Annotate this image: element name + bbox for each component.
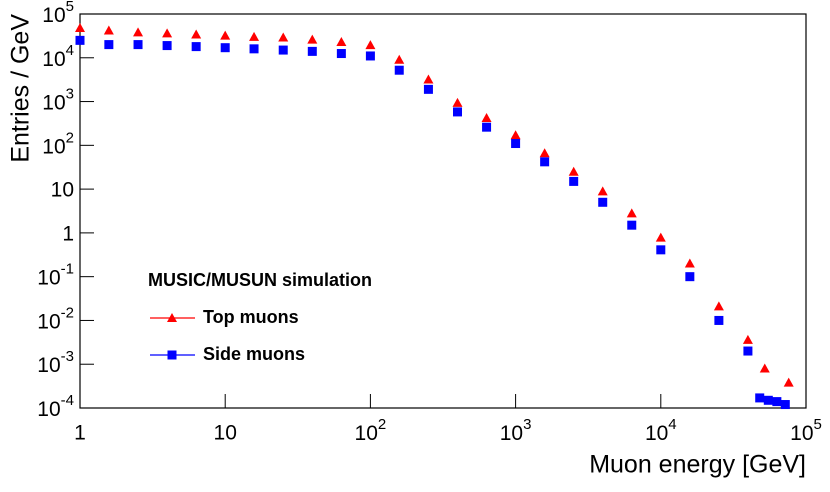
data-point bbox=[780, 400, 790, 410]
data-point bbox=[220, 30, 231, 40]
y-tick-label: 10-3 bbox=[37, 348, 74, 377]
legend-label: Side muons bbox=[203, 344, 305, 364]
data-point bbox=[714, 315, 724, 325]
data-point bbox=[423, 74, 434, 84]
data-point bbox=[568, 166, 579, 176]
y-tick-label: 10-4 bbox=[37, 392, 74, 421]
data-point bbox=[759, 363, 770, 373]
data-point bbox=[104, 40, 114, 50]
y-tick-label: 10-1 bbox=[37, 261, 74, 290]
data-point bbox=[772, 397, 782, 407]
data-point bbox=[336, 36, 347, 46]
data-point bbox=[336, 49, 346, 59]
data-point bbox=[755, 393, 765, 403]
data-point bbox=[452, 97, 463, 107]
data-point bbox=[365, 40, 376, 50]
data-point bbox=[278, 32, 289, 42]
y-tick-label: 10-2 bbox=[37, 304, 74, 333]
x-tick-label: 103 bbox=[500, 416, 532, 445]
data-point bbox=[597, 186, 608, 196]
data-point bbox=[598, 197, 608, 207]
data-point bbox=[133, 40, 143, 50]
data-point bbox=[249, 31, 260, 41]
data-point bbox=[742, 334, 753, 344]
data-point bbox=[655, 232, 666, 242]
data-point bbox=[220, 43, 230, 53]
data-point bbox=[75, 22, 85, 32]
data-point bbox=[743, 346, 753, 356]
data-point bbox=[394, 54, 405, 64]
data-point bbox=[684, 258, 695, 268]
data-point bbox=[394, 65, 404, 75]
data-point bbox=[191, 42, 201, 52]
data-point bbox=[162, 28, 173, 38]
x-tick-label: 104 bbox=[645, 416, 677, 445]
data-point bbox=[783, 377, 794, 387]
data-point bbox=[763, 395, 773, 405]
data-point bbox=[685, 272, 695, 282]
data-point bbox=[191, 29, 202, 39]
x-tick-label: 105 bbox=[790, 416, 822, 445]
data-point bbox=[627, 220, 637, 230]
data-point bbox=[510, 130, 521, 140]
y-tick-label: 102 bbox=[42, 129, 74, 158]
legend-marker bbox=[167, 313, 177, 322]
data-point bbox=[656, 245, 666, 255]
legend-label: Top muons bbox=[203, 307, 299, 327]
legend-marker bbox=[167, 350, 177, 360]
x-tick-label: 10 bbox=[214, 422, 237, 445]
data-point bbox=[133, 27, 144, 37]
data-point bbox=[423, 84, 433, 94]
data-point bbox=[278, 45, 288, 55]
data-point bbox=[103, 25, 114, 35]
legend-title: MUSIC/MUSUN simulation bbox=[148, 270, 372, 290]
data-point bbox=[511, 139, 521, 149]
x-tick-label: 102 bbox=[355, 416, 387, 445]
y-tick-label: 105 bbox=[42, 0, 74, 27]
y-tick-label: 10 bbox=[51, 179, 74, 202]
x-axis-title: Muon energy [GeV] bbox=[589, 451, 806, 479]
data-point bbox=[75, 35, 85, 45]
data-point bbox=[569, 176, 579, 186]
data-point bbox=[540, 157, 550, 167]
data-point bbox=[162, 41, 172, 51]
x-tick-label: 1 bbox=[74, 422, 86, 445]
y-tick-label: 1 bbox=[62, 222, 74, 245]
y-axis-title: Entries / GeV bbox=[7, 14, 35, 163]
data-point bbox=[539, 148, 550, 158]
data-point bbox=[481, 113, 492, 123]
data-point bbox=[453, 107, 463, 117]
y-tick-label: 103 bbox=[42, 86, 74, 115]
y-tick-label: 104 bbox=[42, 42, 74, 71]
plot-frame bbox=[79, 13, 807, 409]
data-point bbox=[307, 46, 317, 56]
data-point bbox=[626, 208, 637, 218]
data-point bbox=[365, 51, 375, 61]
data-point bbox=[713, 301, 724, 311]
data-point bbox=[307, 34, 318, 44]
data-point bbox=[249, 44, 259, 54]
data-point bbox=[482, 122, 492, 132]
